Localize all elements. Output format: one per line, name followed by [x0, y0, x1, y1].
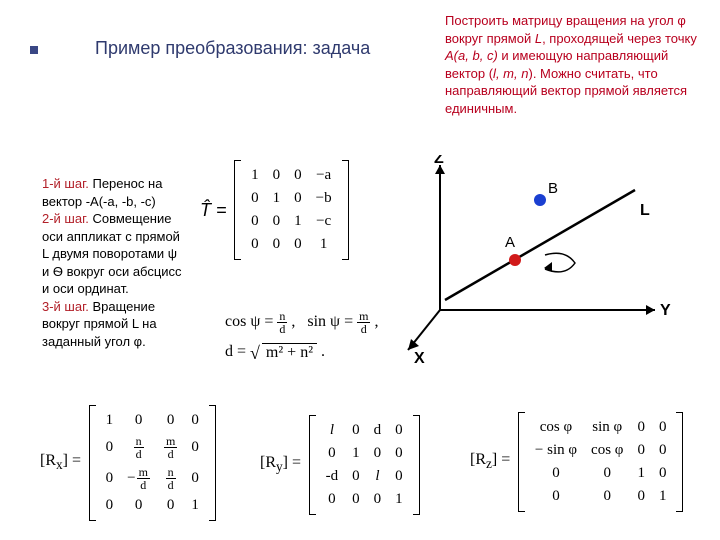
bullet-deco [30, 46, 38, 54]
steps-box: 1-й шаг. Перенос на вектор -A(-a, -b, -c… [42, 175, 182, 350]
psi-row1: cos ψ = nd , sin ψ = md , [225, 310, 378, 335]
Ry-matrix: [Ry] = l0d0 0100 -d0l0 0001 [260, 415, 420, 515]
T-matrix: T̂ = 100−a 010−b 001−c 0001 [200, 160, 349, 260]
svg-text:B: B [548, 180, 558, 197]
axes-diagram: Z Y X L A B [400, 155, 680, 365]
svg-text:X: X [414, 350, 425, 365]
psi-formulas: cos ψ = nd , sin ψ = md , d = √m² + n² . [225, 310, 378, 372]
Rz-matrix: [Rz] = cos φsin φ00 − sin φcos φ00 0010 … [470, 412, 683, 512]
svg-text:Z: Z [434, 155, 444, 167]
Rx-matrix: [Rx] = 1000 0 nd md 0 0 −md nd 0 0001 [40, 405, 216, 521]
step2-head: 2-й шаг. [42, 211, 89, 226]
T-label: T̂ = [200, 200, 227, 221]
svg-text:L: L [640, 202, 650, 219]
step1-head: 1-й шаг. [42, 176, 89, 191]
page-title: Пример преобразования: задача [95, 38, 370, 59]
T-matrix-body: 100−a 010−b 001−c 0001 [234, 160, 348, 260]
svg-text:A: A [505, 234, 515, 251]
task-text: Построить матрицу вращения на угол φ вок… [445, 12, 705, 117]
step3-head: 3-й шаг. [42, 299, 89, 314]
svg-text:Y: Y [660, 302, 671, 319]
psi-row2: d = √m² + n² . [225, 343, 378, 364]
